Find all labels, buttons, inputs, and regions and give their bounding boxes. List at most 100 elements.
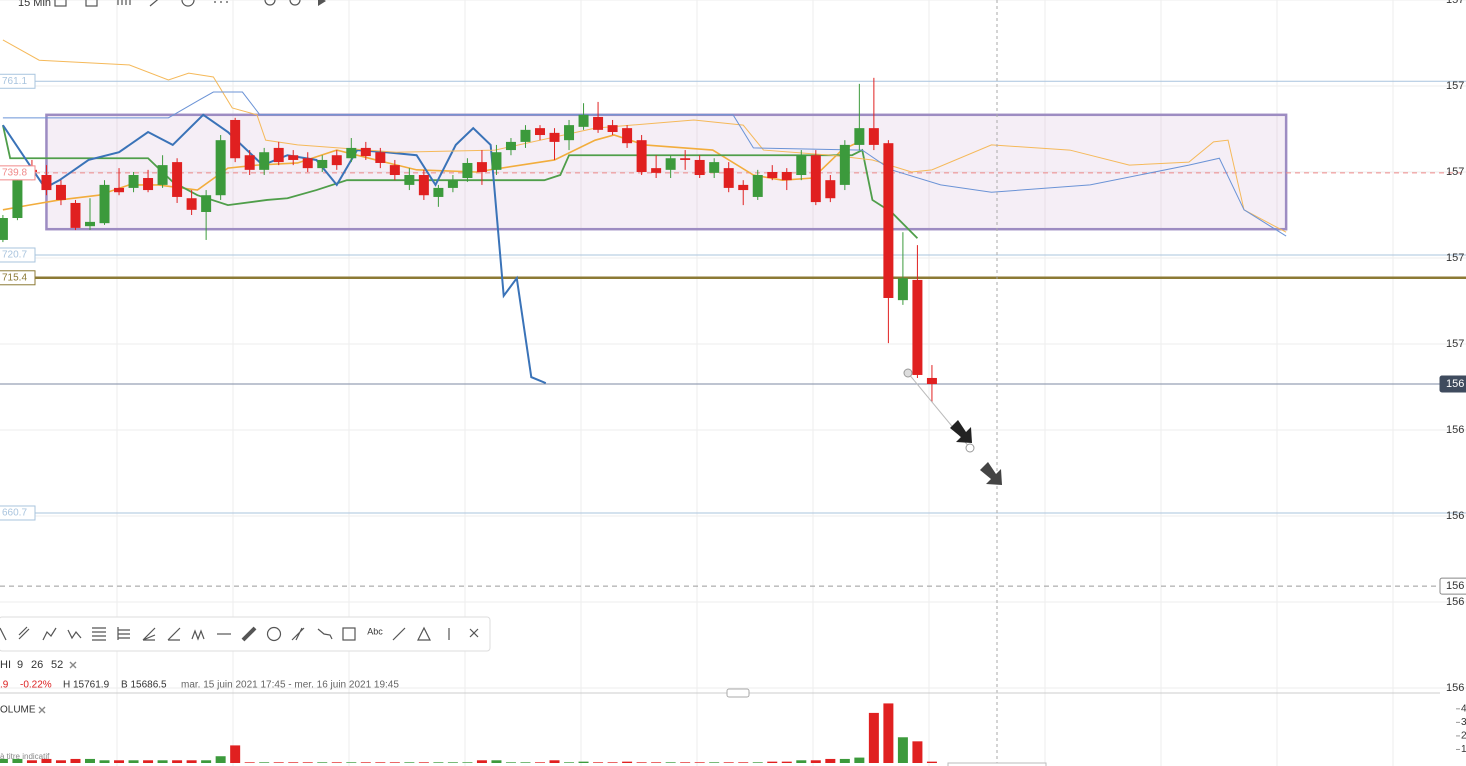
candle-body (317, 159, 328, 169)
indicator-line (2, 113, 547, 385)
tool[interactable] (417, 626, 431, 641)
change: -0.22% (20, 680, 52, 691)
tool[interactable] (342, 627, 356, 641)
volume-panel: 1 2 3 4 (0, 703, 1466, 763)
candle-body (767, 172, 778, 179)
icon[interactable] (54, 0, 67, 7)
indicator-line (2, 39, 1287, 233)
volume-bar (926, 761, 937, 763)
level-label: 761.1 (2, 76, 27, 87)
candle-body (564, 125, 575, 141)
tool[interactable] (42, 627, 57, 641)
candle-body (55, 184, 66, 200)
volume-bar (26, 760, 37, 763)
volume-bar (738, 762, 749, 763)
drawing-toolbar (0, 616, 491, 652)
tool[interactable] (392, 627, 406, 641)
remove-indicator[interactable] (69, 661, 77, 669)
candle-body (709, 162, 720, 173)
candle-body (70, 202, 81, 228)
volume-bar (578, 761, 589, 763)
candle-body (331, 155, 342, 166)
volume-bar (564, 762, 575, 763)
tool[interactable] (0, 627, 7, 641)
interval[interactable]: 15 Min (18, 0, 51, 9)
icon[interactable] (289, 0, 301, 6)
volume-bar (781, 761, 792, 763)
icon[interactable] (264, 0, 276, 6)
price-marker (1439, 375, 1466, 393)
tool[interactable] (18, 626, 30, 640)
volume-bar (244, 762, 255, 763)
icon[interactable] (85, 0, 98, 7)
candle-body (404, 175, 415, 185)
candle-body (723, 168, 734, 188)
high: H 15761.9 (63, 680, 110, 691)
volume-bar (41, 758, 52, 763)
resize-handle[interactable] (726, 688, 750, 698)
arrow-icon (950, 420, 972, 443)
icon[interactable] (117, 0, 131, 5)
volume-bar (636, 762, 647, 763)
tool[interactable] (291, 627, 305, 641)
level-label-box (0, 73, 36, 89)
drawing-tools: Abc (0, 626, 479, 642)
icon[interactable] (181, 0, 195, 7)
candle-body (128, 175, 139, 188)
volume-bar (505, 762, 516, 763)
text-tool[interactable]: Abc (367, 626, 383, 636)
volume-bar (433, 762, 444, 763)
volume-bar (273, 762, 284, 763)
volume-bar (593, 762, 604, 763)
volume-bar (331, 762, 342, 763)
icon[interactable] (149, 0, 162, 7)
volume-bar (520, 762, 531, 763)
indicator-name: HI (0, 659, 11, 671)
volume-bar (535, 762, 545, 763)
handle[interactable] (903, 368, 913, 378)
volume-bar (912, 741, 923, 763)
candle-body (825, 180, 836, 199)
volume-bar (694, 762, 705, 763)
indicator-param: 52 (51, 659, 63, 671)
plot (0, 39, 1466, 587)
tool[interactable] (142, 627, 156, 641)
handle[interactable] (965, 443, 975, 453)
candle-body (157, 165, 168, 185)
y-tick-label: 156 (1446, 596, 1464, 608)
icon[interactable] (318, 0, 326, 6)
tool[interactable] (92, 627, 106, 641)
volume-bar (55, 760, 66, 763)
candle-body (143, 178, 154, 191)
volume-bar (447, 762, 458, 763)
tool[interactable] (317, 628, 333, 640)
tool[interactable] (167, 627, 181, 641)
remove-volume[interactable] (38, 706, 46, 714)
volume-bar (157, 760, 168, 763)
level-label-box (0, 505, 36, 521)
tool[interactable] (117, 627, 130, 640)
tool[interactable] (266, 626, 282, 642)
candle-body (288, 155, 299, 160)
candle-body (259, 152, 270, 170)
candle-body (854, 128, 865, 145)
volume-bar (709, 762, 720, 763)
volume-bar (796, 760, 807, 763)
volume-bar (462, 762, 473, 763)
volume-bar (897, 737, 908, 763)
tool[interactable] (241, 626, 257, 642)
volume-bar (665, 762, 676, 763)
volume-bar (404, 762, 415, 763)
candle-body (230, 119, 241, 159)
y-tick-label: 157 (1446, 338, 1464, 350)
tool[interactable] (191, 629, 205, 641)
close-tools[interactable] (469, 628, 479, 638)
tool[interactable] (67, 629, 82, 640)
y-tick-label: 156 (1446, 510, 1464, 522)
y-tick-label: 156 (1446, 682, 1464, 694)
candle-body (41, 175, 52, 191)
volume-bar (375, 762, 386, 763)
indicator-param: 26 (31, 659, 43, 671)
candle-body (447, 180, 458, 188)
